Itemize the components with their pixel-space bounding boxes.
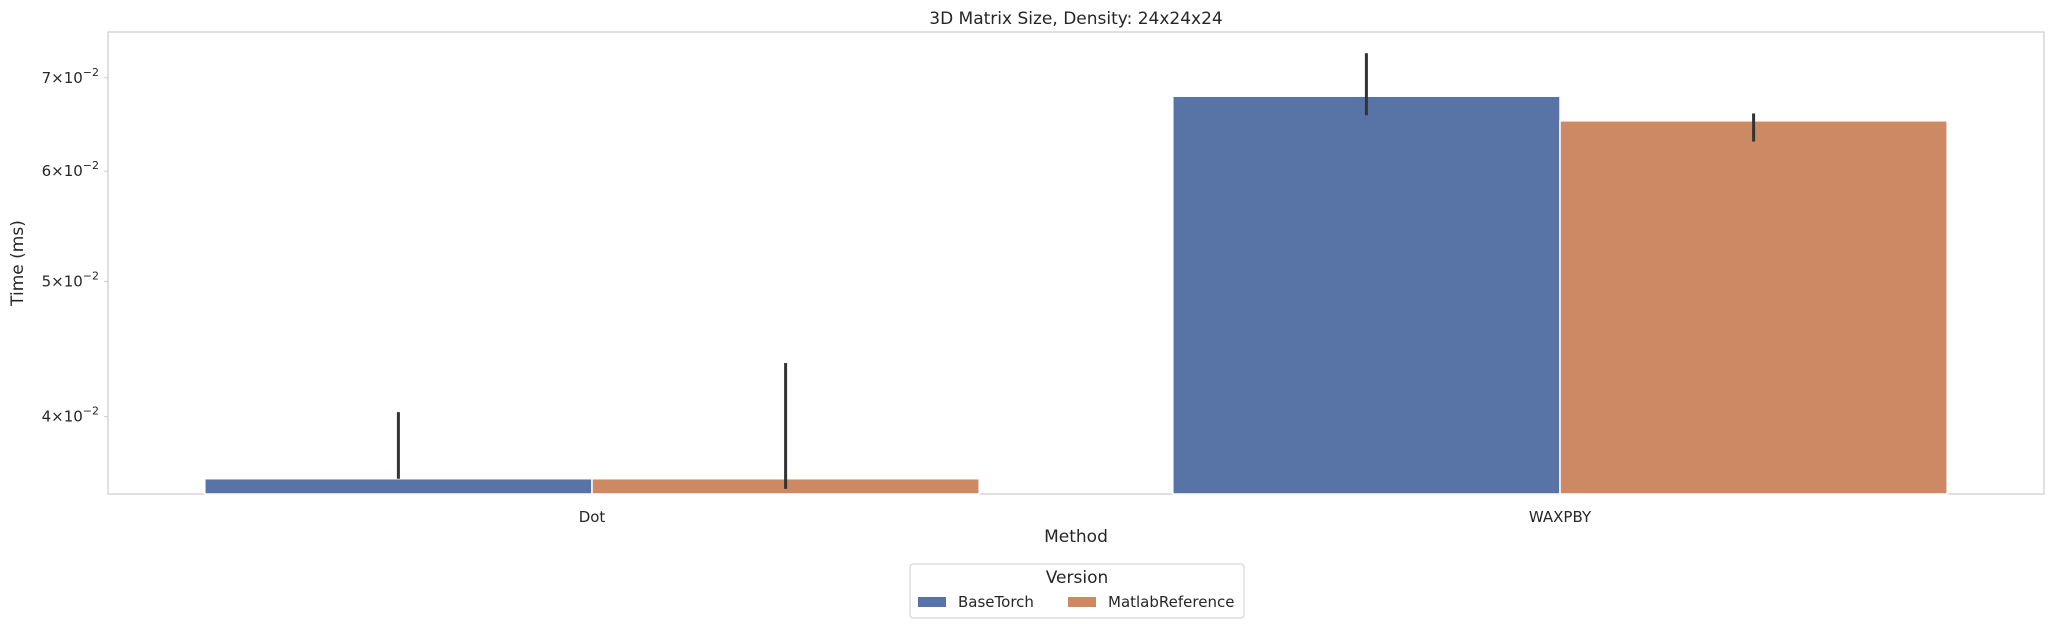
x-axis-label: Method	[1044, 527, 1108, 547]
legend-swatch-basetorch	[918, 597, 946, 607]
legend-frame	[909, 563, 1245, 619]
legend-title: Version	[1046, 568, 1109, 588]
plot-area-frame	[107, 31, 2045, 495]
chart-title: 3D Matrix Size, Density: 24x24x24	[929, 9, 1222, 29]
bars-layer	[204, 95, 1948, 495]
error-bars-layer	[396, 53, 1756, 489]
legend-label-basetorch: BaseTorch	[958, 593, 1034, 611]
y-tick-label: 6×10−2	[42, 159, 99, 180]
legend-label-matlabreference: MatlabReference	[1108, 593, 1234, 611]
legend-items: BaseTorch MatlabReference	[918, 593, 1234, 611]
bar-matlabreference-waxpby	[1559, 120, 1948, 495]
y-axis-ticks: 4×10−2 5×10−2 6×10−2 7×10−2	[42, 66, 108, 426]
x-axis-ticks: Dot WAXPBY	[579, 508, 1592, 526]
y-tick-label: 4×10−2	[42, 405, 99, 426]
x-tick-label: WAXPBY	[1529, 508, 1592, 526]
bar-basetorch-dot	[204, 477, 593, 495]
y-tick-label: 7×10−2	[42, 66, 99, 87]
legend: Version BaseTorch MatlabReference	[909, 563, 1245, 619]
y-axis-label: Time (ms)	[8, 220, 28, 307]
bar-basetorch-waxpby	[1172, 95, 1561, 495]
y-tick-label: 5×10−2	[42, 270, 99, 291]
x-tick-label: Dot	[579, 508, 606, 526]
legend-swatch-matlabreference	[1068, 597, 1096, 607]
